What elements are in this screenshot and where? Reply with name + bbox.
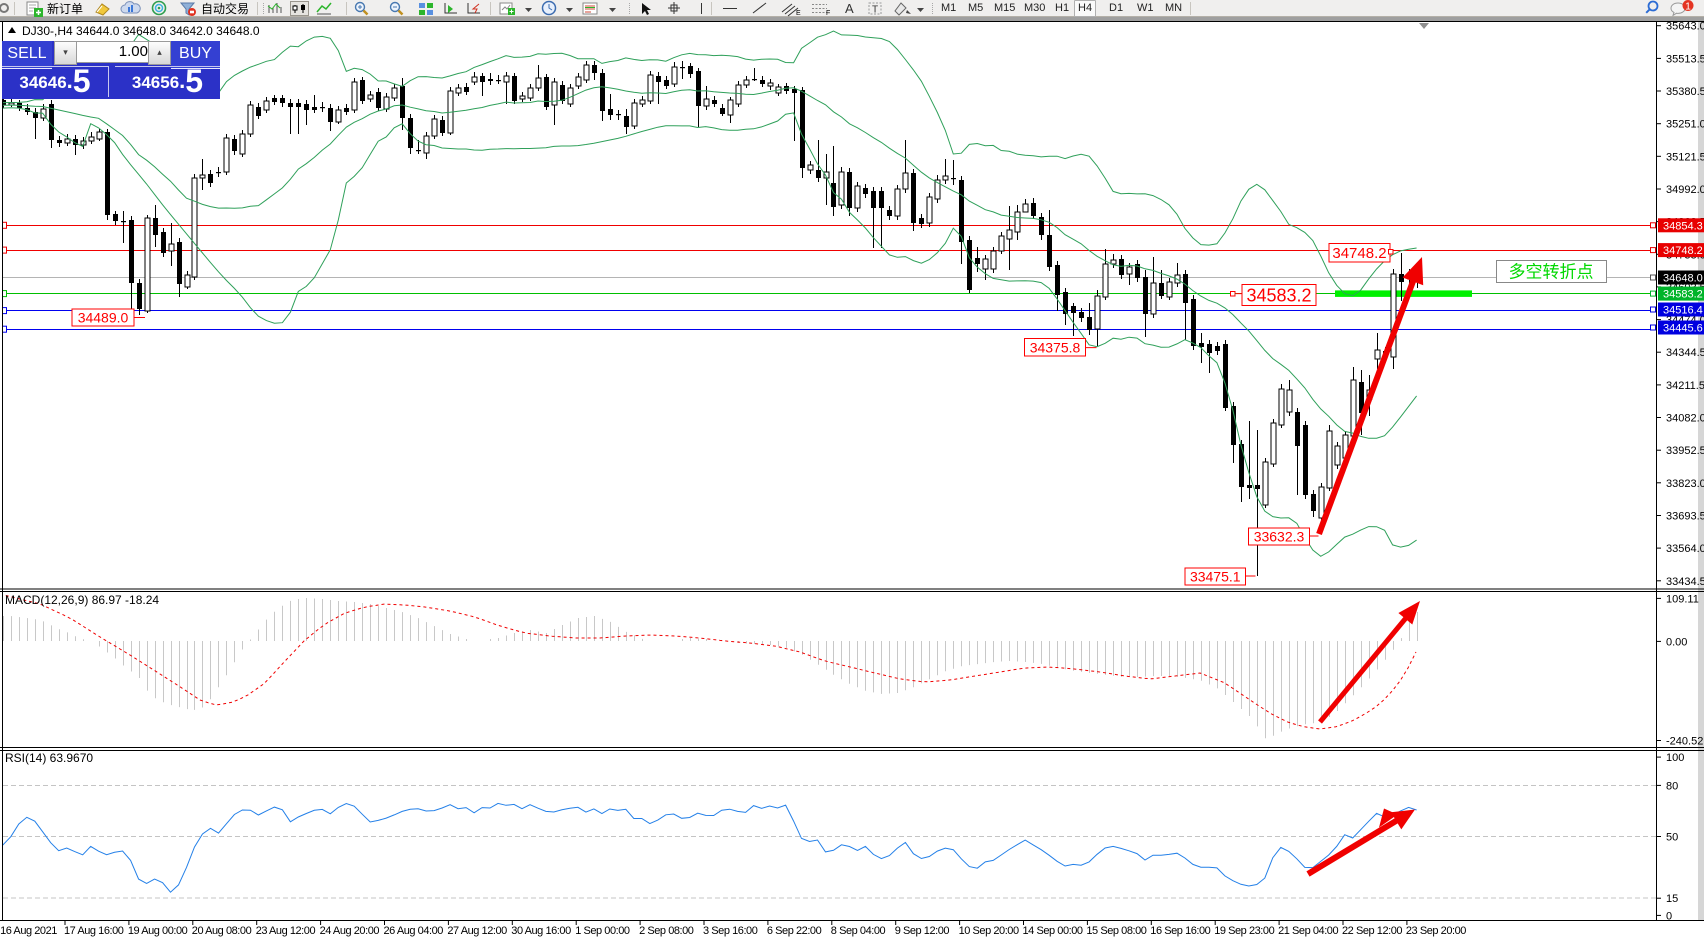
svg-text:35513.5: 35513.5 xyxy=(1666,53,1704,65)
svg-text:1: 1 xyxy=(1685,2,1691,13)
svg-text:19 Aug 00:00: 19 Aug 00:00 xyxy=(128,925,188,937)
svg-text:33632.3: 33632.3 xyxy=(1254,529,1305,545)
svg-text:RSI(14) 63.9670: RSI(14) 63.9670 xyxy=(5,751,93,765)
svg-text:19 Sep 23:00: 19 Sep 23:00 xyxy=(1214,925,1274,937)
svg-text:21 Sep 04:00: 21 Sep 04:00 xyxy=(1278,925,1338,937)
svg-text:33564.0: 33564.0 xyxy=(1666,543,1704,555)
svg-text:35251.0: 35251.0 xyxy=(1666,119,1704,131)
svg-text:22 Sep 12:00: 22 Sep 12:00 xyxy=(1342,925,1402,937)
svg-text:34211.5: 34211.5 xyxy=(1666,380,1704,392)
svg-text:6 Sep 22:00: 6 Sep 22:00 xyxy=(767,925,822,937)
svg-text:80: 80 xyxy=(1666,780,1678,792)
svg-text:自动交易: 自动交易 xyxy=(201,1,249,16)
svg-text:0: 0 xyxy=(1666,910,1672,922)
svg-text:33823.0: 33823.0 xyxy=(1666,478,1704,490)
svg-text:9 Sep 12:00: 9 Sep 12:00 xyxy=(895,925,950,937)
svg-text:DJ30-,H4 34644.0 34648.0 3464: DJ30-,H4 34644.0 34648.0 34642.0 34648.0 xyxy=(22,24,260,38)
svg-text:T: T xyxy=(872,5,878,16)
svg-text:33952.5: 33952.5 xyxy=(1666,445,1704,457)
svg-text:16 Aug 2021: 16 Aug 2021 xyxy=(0,925,57,937)
svg-text:34648.0: 34648.0 xyxy=(1663,273,1703,285)
svg-text:新订单: 新订单 xyxy=(47,1,83,16)
svg-text:20 Aug 08:00: 20 Aug 08:00 xyxy=(192,925,252,937)
svg-text:8 Sep 04:00: 8 Sep 04:00 xyxy=(831,925,886,937)
svg-text:34375.8: 34375.8 xyxy=(1030,339,1081,355)
svg-text:多空转折点: 多空转折点 xyxy=(1509,263,1594,282)
svg-text:34854.3: 34854.3 xyxy=(1663,220,1703,232)
svg-text:17 Aug 16:00: 17 Aug 16:00 xyxy=(64,925,124,937)
svg-text:34992.0: 34992.0 xyxy=(1666,184,1704,196)
svg-text:33693.5: 33693.5 xyxy=(1666,511,1704,523)
svg-text:34445.6: 34445.6 xyxy=(1663,323,1703,335)
svg-text:34583.2: 34583.2 xyxy=(1663,289,1703,301)
svg-text:35380.5: 35380.5 xyxy=(1666,86,1704,98)
svg-text:33475.1: 33475.1 xyxy=(1190,569,1241,585)
svg-text:26 Aug 04:00: 26 Aug 04:00 xyxy=(384,925,444,937)
svg-text:34748.2: 34748.2 xyxy=(1332,245,1386,262)
svg-text:27 Aug 12:00: 27 Aug 12:00 xyxy=(447,925,507,937)
svg-text:34489.0: 34489.0 xyxy=(78,310,129,326)
svg-text:34344.5: 34344.5 xyxy=(1666,347,1704,359)
svg-text:33434.5: 33434.5 xyxy=(1666,576,1704,588)
svg-text:100: 100 xyxy=(1666,752,1684,764)
svg-text:34082.0: 34082.0 xyxy=(1666,413,1704,425)
svg-text:50: 50 xyxy=(1666,832,1678,844)
svg-text:34583.2: 34583.2 xyxy=(1246,286,1311,306)
svg-text:0.00: 0.00 xyxy=(1666,636,1687,648)
svg-text:34748.2: 34748.2 xyxy=(1663,245,1703,257)
svg-text:E: E xyxy=(796,10,801,17)
svg-text:2 Sep 08:00: 2 Sep 08:00 xyxy=(639,925,694,937)
svg-text:1 Sep 00:00: 1 Sep 00:00 xyxy=(575,925,630,937)
svg-text:14 Sep 00:00: 14 Sep 00:00 xyxy=(1023,925,1083,937)
svg-text:MACD(12,26,9) 86.97 -18.24: MACD(12,26,9) 86.97 -18.24 xyxy=(5,593,159,607)
svg-text:35121.5: 35121.5 xyxy=(1666,151,1704,163)
svg-text:109.11: 109.11 xyxy=(1666,593,1699,605)
svg-text:16 Sep 16:00: 16 Sep 16:00 xyxy=(1150,925,1210,937)
svg-text:30 Aug 16:00: 30 Aug 16:00 xyxy=(511,925,571,937)
svg-text:23 Sep 20:00: 23 Sep 20:00 xyxy=(1406,925,1466,937)
svg-text:35643.0: 35643.0 xyxy=(1666,21,1704,33)
svg-text:F: F xyxy=(826,10,830,17)
svg-text:-240.52: -240.52 xyxy=(1666,736,1703,748)
svg-text:24 Aug 20:00: 24 Aug 20:00 xyxy=(320,925,380,937)
svg-text:10 Sep 20:00: 10 Sep 20:00 xyxy=(959,925,1019,937)
svg-text:23 Aug 12:00: 23 Aug 12:00 xyxy=(256,925,316,937)
svg-text:3 Sep 16:00: 3 Sep 16:00 xyxy=(703,925,758,937)
svg-text:15: 15 xyxy=(1666,893,1678,905)
svg-text:A: A xyxy=(845,1,854,16)
svg-text:15 Sep 08:00: 15 Sep 08:00 xyxy=(1086,925,1146,937)
svg-text:34516.4: 34516.4 xyxy=(1663,305,1703,317)
